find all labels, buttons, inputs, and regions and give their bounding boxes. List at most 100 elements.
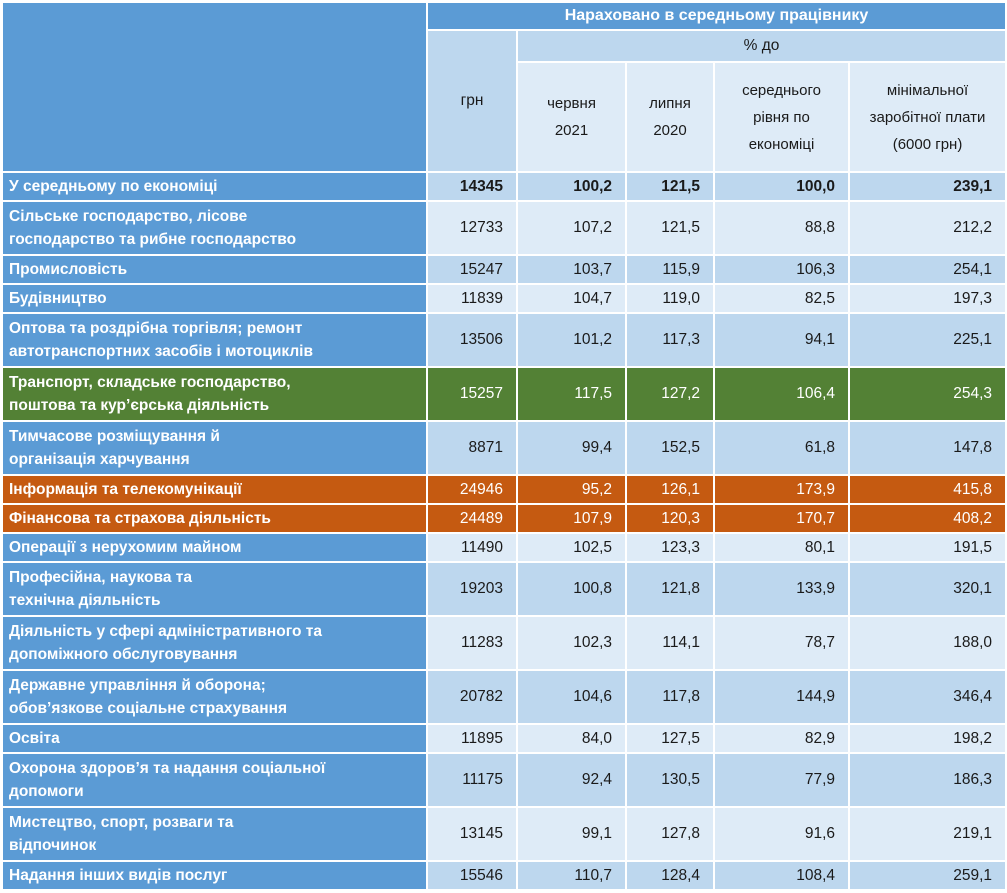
pct-june-2021-cell: 102,3 (518, 617, 625, 669)
table-row: Інформація та телекомунікації 24946 95,2 12… (3, 476, 1006, 503)
table-row: У середньому по економіці 14345 100,2 121,5… (3, 173, 1006, 200)
pct-july-2020-cell: 126,1 (627, 476, 713, 503)
pct-avg-economy-cell: 108,4 (715, 862, 848, 889)
pct-july-2020-cell: 128,4 (627, 862, 713, 889)
sector-name-cell: Оптова та роздрібна торгівля; ремонт авт… (3, 314, 426, 366)
pct-july-2020-cell: 119,0 (627, 285, 713, 312)
table-row: Охорона здоров’я та надання соціальної д… (3, 754, 1006, 806)
pct-min-wage-cell: 188,0 (850, 617, 1006, 669)
sector-name-cell: Тимчасове розміщування й організація хар… (3, 422, 426, 474)
pct-june-2021-cell: 104,7 (518, 285, 625, 312)
sector-name-cell: Діяльність у сфері адміністративного та … (3, 617, 426, 669)
uah-cell: 20782 (428, 671, 516, 723)
table-row: Фінансова та страхова діяльність 24489 107… (3, 505, 1006, 532)
pct-avg-economy-cell: 106,4 (715, 368, 848, 420)
uah-cell: 11895 (428, 725, 516, 752)
col-header-min-wage: мінімальної заробітної плати (6000 грн) (850, 63, 1006, 171)
table-row: Мистецтво, спорт, розваги та відпочинок 1… (3, 808, 1006, 860)
pct-avg-economy-cell: 80,1 (715, 534, 848, 561)
pct-july-2020-cell: 152,5 (627, 422, 713, 474)
table-row: Будівництво 11839 104,7 119,0 82,5 197,3 (3, 285, 1006, 312)
sector-name-cell: Сільське господарство, лісове господарст… (3, 202, 426, 254)
table-row: Професійна, наукова та технічна діяльніс… (3, 563, 1006, 615)
pct-june-2021-cell: 102,5 (518, 534, 625, 561)
pct-july-2020-cell: 117,3 (627, 314, 713, 366)
uah-cell: 11175 (428, 754, 516, 806)
col-header-july-2020: липня 2020 (627, 63, 713, 171)
pct-july-2020-cell: 121,5 (627, 173, 713, 200)
pct-min-wage-cell: 147,8 (850, 422, 1006, 474)
table-row: Надання інших видів послуг 15546 110,7 128,… (3, 862, 1006, 889)
pct-avg-economy-cell: 82,5 (715, 285, 848, 312)
pct-to-header: % до (518, 31, 1006, 61)
table-row: Оптова та роздрібна торгівля; ремонт авт… (3, 314, 1006, 366)
pct-min-wage-cell: 320,1 (850, 563, 1006, 615)
pct-july-2020-cell: 127,8 (627, 808, 713, 860)
table-row: Освіта 11895 84,0 127,5 82,9 198,2 (3, 725, 1006, 752)
pct-avg-economy-cell: 94,1 (715, 314, 848, 366)
pct-min-wage-cell: 191,5 (850, 534, 1006, 561)
sector-name-cell: Промисловість (3, 256, 426, 283)
sector-name-cell: Інформація та телекомунікації (3, 476, 426, 503)
main-header: Нараховано в середньому працівнику (428, 3, 1006, 29)
table-row: Сільське господарство, лісове господарст… (3, 202, 1006, 254)
pct-avg-economy-cell: 144,9 (715, 671, 848, 723)
pct-june-2021-cell: 92,4 (518, 754, 625, 806)
col-header-uah: грн (428, 31, 516, 171)
pct-min-wage-cell: 346,4 (850, 671, 1006, 723)
pct-june-2021-cell: 117,5 (518, 368, 625, 420)
pct-july-2020-cell: 127,5 (627, 725, 713, 752)
sector-name-cell: Фінансова та страхова діяльність (3, 505, 426, 532)
table-row: Транспорт, складське господарство, пошто… (3, 368, 1006, 420)
pct-june-2021-cell: 101,2 (518, 314, 625, 366)
sector-name-cell: Транспорт, складське господарство, пошто… (3, 368, 426, 420)
pct-min-wage-cell: 212,2 (850, 202, 1006, 254)
pct-avg-economy-cell: 77,9 (715, 754, 848, 806)
sector-name-cell: Надання інших видів послуг (3, 862, 426, 889)
uah-cell: 13145 (428, 808, 516, 860)
uah-cell: 11839 (428, 285, 516, 312)
pct-min-wage-cell: 254,1 (850, 256, 1006, 283)
uah-cell: 15247 (428, 256, 516, 283)
pct-avg-economy-cell: 78,7 (715, 617, 848, 669)
pct-min-wage-cell: 239,1 (850, 173, 1006, 200)
sector-name-cell: Професійна, наукова та технічна діяльніс… (3, 563, 426, 615)
uah-cell: 11490 (428, 534, 516, 561)
table-body: У середньому по економіці 14345 100,2 121,5… (3, 173, 1006, 889)
pct-june-2021-cell: 107,2 (518, 202, 625, 254)
pct-july-2020-cell: 121,8 (627, 563, 713, 615)
pct-june-2021-cell: 107,9 (518, 505, 625, 532)
pct-min-wage-cell: 219,1 (850, 808, 1006, 860)
pct-july-2020-cell: 117,8 (627, 671, 713, 723)
pct-avg-economy-cell: 173,9 (715, 476, 848, 503)
pct-july-2020-cell: 114,1 (627, 617, 713, 669)
table-row: Промисловість 15247 103,7 115,9 106,3 254,1 (3, 256, 1006, 283)
header-row-top: Нараховано в середньому працівнику (3, 3, 1006, 171)
uah-cell: 12733 (428, 202, 516, 254)
pct-june-2021-cell: 104,6 (518, 671, 625, 723)
pct-avg-economy-cell: 91,6 (715, 808, 848, 860)
pct-june-2021-cell: 110,7 (518, 862, 625, 889)
pct-avg-economy-cell: 106,3 (715, 256, 848, 283)
pct-min-wage-cell: 254,3 (850, 368, 1006, 420)
pct-june-2021-cell: 100,8 (518, 563, 625, 615)
pct-avg-economy-cell: 170,7 (715, 505, 848, 532)
pct-avg-economy-cell: 100,0 (715, 173, 848, 200)
col-header-june-2021: червня 2021 (518, 63, 625, 171)
pct-min-wage-cell: 186,3 (850, 754, 1006, 806)
uah-cell: 24489 (428, 505, 516, 532)
pct-june-2021-cell: 95,2 (518, 476, 625, 503)
uah-cell: 13506 (428, 314, 516, 366)
sector-name-cell: Освіта (3, 725, 426, 752)
uah-cell: 15257 (428, 368, 516, 420)
header-row-sub: червня 2021 липня 2020 середнього рівня … (3, 63, 1006, 171)
corner-cell (3, 3, 426, 171)
sector-name-cell: Державне управління й оборона; обов’язко… (3, 671, 426, 723)
table-header: Нараховано в середньому працівнику грн %… (3, 3, 1006, 171)
pct-july-2020-cell: 130,5 (627, 754, 713, 806)
table-row: Діяльність у сфері адміністративного та … (3, 617, 1006, 669)
pct-min-wage-cell: 197,3 (850, 285, 1006, 312)
pct-avg-economy-cell: 61,8 (715, 422, 848, 474)
sector-name-cell: У середньому по економіці (3, 173, 426, 200)
